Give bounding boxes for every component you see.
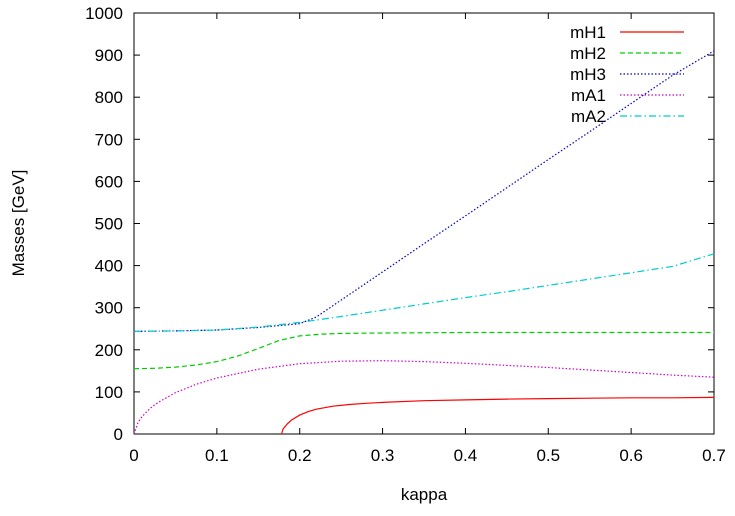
legend-label-mA2: mA2 (571, 107, 606, 126)
y-tick-label: 600 (95, 172, 123, 191)
legend-label-mH2: mH2 (570, 44, 606, 63)
y-tick-label: 100 (95, 383, 123, 402)
y-tick-label: 400 (95, 257, 123, 276)
y-axis-title: Masses [GeV] (9, 170, 28, 277)
series-group (133, 50, 715, 435)
legend-label-mH1: mH1 (570, 23, 606, 42)
x-axis-title: kappa (401, 485, 448, 504)
series-line-mA2 (133, 253, 715, 332)
x-tick-label: 0.1 (205, 446, 229, 465)
y-tick-label: 200 (95, 341, 123, 360)
y-tick-label: 500 (95, 215, 123, 234)
x-tick-label: 0.5 (536, 446, 560, 465)
series-line-mH3 (133, 50, 715, 332)
x-tick-label: 0.2 (288, 446, 312, 465)
legend-label-mH3: mH3 (570, 65, 606, 84)
x-tick-label: 0.7 (702, 446, 726, 465)
x-tick-label: 0.3 (371, 446, 395, 465)
tick-group: 0 0.1 0.2 0.3 0.4 0.5 0.6 0.7 0 100 200 300 400 500 60… (85, 4, 726, 465)
series-line-mH1 (280, 396, 715, 435)
x-tick-label: 0.6 (619, 446, 643, 465)
plot-frame (133, 12, 715, 435)
y-tick-label: 900 (95, 46, 123, 65)
y-tick-label: 300 (95, 299, 123, 318)
y-tick-label: 800 (95, 88, 123, 107)
y-tick-label: 700 (95, 130, 123, 149)
legend: mH1 mH2 mH3 mA1 mA2 (570, 23, 684, 126)
series-line-mH2 (133, 331, 714, 370)
x-tick-label: 0.4 (454, 446, 478, 465)
y-tick-label: 0 (114, 425, 123, 444)
y-tick-label: 1000 (85, 4, 123, 23)
x-tick-label: 0 (129, 446, 138, 465)
legend-label-mA1: mA1 (571, 86, 606, 105)
